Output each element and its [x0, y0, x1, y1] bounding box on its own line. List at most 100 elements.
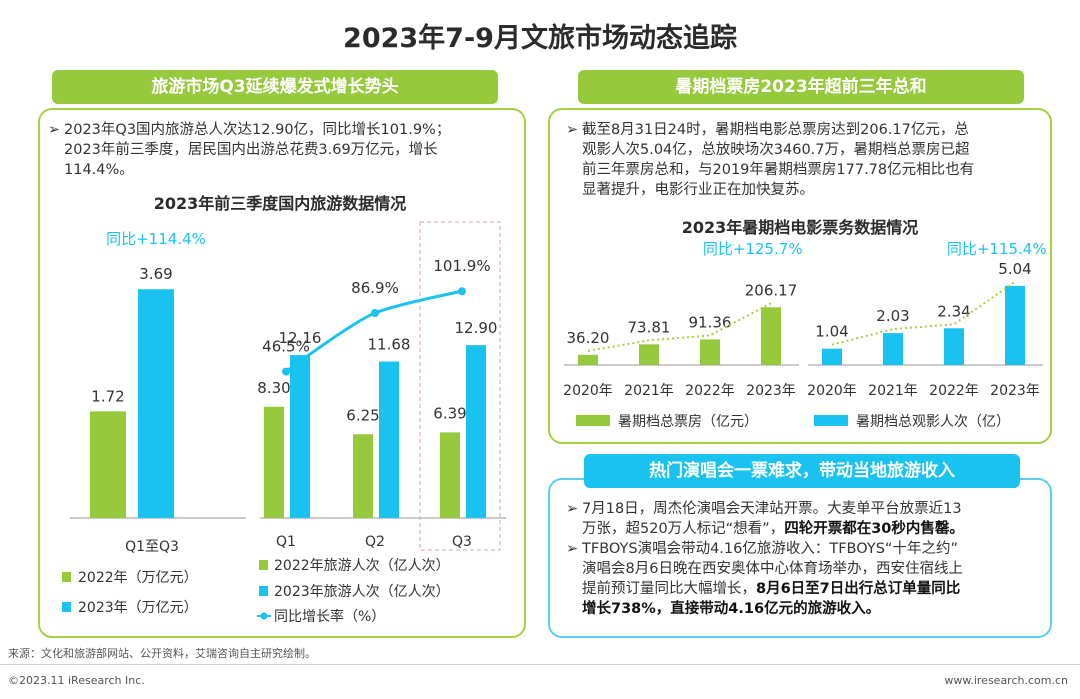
bullet-text: 万张，超520万人标记“想看”， — [582, 521, 785, 537]
bullet-text-line: 万张，超520万人标记“想看”，四轮开票都在30秒内售罄。 — [566, 519, 1042, 539]
left-banner: 旅游市场Q3延续爆发式增长势头 — [52, 70, 498, 104]
tick-label: 2021年 — [868, 383, 918, 399]
right-top-panel — [548, 108, 1052, 444]
tick-label: 2021年 — [624, 383, 674, 399]
bar-2023 — [138, 289, 174, 518]
growth-rate-point — [371, 308, 379, 317]
tick-label: 2020年 — [807, 383, 857, 399]
legend-label: 2022年旅游人次（亿人次） — [274, 558, 450, 574]
chart-trips: 8.30 12.16 Q1 6.25 11.68 Q2 6.39 12.90 Q3 46.5% 86… — [257, 221, 506, 625]
legend-label: 2023年（万亿元） — [78, 600, 198, 616]
bullet-text: 2023年Q3国内旅游总人次达12.90亿，同比增长101.9%； — [64, 122, 451, 138]
growth-rate-point — [282, 367, 290, 376]
bar — [578, 354, 598, 365]
left-bullet: ➢ 2023年Q3国内旅游总人次达12.90亿，同比增长101.9%； 2023年… — [48, 120, 518, 180]
tick-label: Q1至Q3 — [125, 539, 179, 555]
bar — [1005, 285, 1025, 365]
bullet-text: 7月18日，周杰伦演唱会天津站开票。大麦单平台放票近13 — [582, 501, 962, 517]
data-label: 73.81 — [628, 318, 671, 336]
right-top-banner: 暑期档票房2023年超前三年总和 — [578, 70, 1024, 104]
chart-total-spending: 1.72 3.69 同比+114.4% Q1至Q3 2022年（万亿元） 2023年（万亿… — [62, 230, 246, 616]
data-label: 91.36 — [689, 313, 732, 331]
bar — [883, 333, 903, 365]
legend-label: 2023年旅游人次（亿人次） — [274, 584, 450, 600]
bullet-text-line: 提前预订量同比大幅增长，8月6日至7日出行总订单量同比 — [566, 579, 1042, 599]
legend-swatch-viewers — [814, 415, 848, 426]
footer-url: www.iresearch.com.cn — [944, 674, 1068, 687]
bar — [944, 328, 964, 365]
legend-swatch-2022 — [62, 572, 71, 582]
bullet-text: 演唱会8月6日晚在西安奥体中心体育场举办，西安住宿线上 — [582, 561, 963, 577]
bullet-text: 观影人次5.04亿，总放映场次3460.7万，暑期档总票房已超 — [582, 142, 970, 158]
bullet-text-line: 增长738%，直接带动4.16亿元的旅游收入。 — [566, 599, 1042, 619]
data-label: 36.20 — [567, 329, 610, 347]
bullet-bold-text: 四轮开票都在30秒内售罄。 — [784, 521, 964, 537]
legend-label: 同比增长率（%） — [274, 608, 385, 625]
data-label: 1.04 — [815, 323, 848, 341]
data-label: 8.30 — [257, 379, 290, 397]
page-title: 2023年7-9月文旅市场动态追踪 — [343, 23, 737, 54]
bullet-bold-text: 增长738%，直接带动4.16亿元的旅游收入。 — [582, 601, 881, 617]
trend-line — [831, 281, 1016, 346]
annotation-yoy: 同比+114.4% — [106, 230, 206, 248]
bullet-arrow-icon: ➢ — [566, 122, 579, 138]
bullet-text: 提前预订量同比大幅增长， — [582, 581, 756, 597]
left-chart-title: 2023年前三季度国内旅游数据情况 — [153, 194, 407, 213]
legend-label: 2022年（万亿元） — [78, 570, 198, 586]
chart-box-office: 36.20 2020年 73.81 2021年 91.36 2022年 206.17 2023… — [563, 240, 802, 399]
right-bottom-banner: 热门演唱会一票难求，带动当地旅游收入 — [584, 454, 1020, 488]
data-label: 3.69 — [139, 265, 172, 283]
bullet-arrow-icon: ➢ — [48, 122, 61, 138]
data-label: 6.25 — [346, 406, 379, 424]
right-chart-title: 2023年暑期档电影票务数据情况 — [681, 218, 919, 237]
legend-label: 暑期档总观影人次（亿） — [856, 414, 1010, 430]
right-chart: 36.20 2020年 73.81 2021年 91.36 2022年 206.17 2023… — [563, 240, 1047, 430]
tick-label: 2022年 — [685, 383, 735, 399]
tick-label: 2022年 — [929, 383, 979, 399]
bullet-text: 114.4%。 — [64, 162, 134, 178]
tick-label: 2023年 — [990, 383, 1040, 399]
footer-source: 来源：文化和旅游部网站、公开资料，艾瑞咨询自主研究绘制。 — [8, 647, 316, 660]
bullet-text: 2023年前三季度，居民国内出游总花费3.69万亿元，增长 — [64, 142, 438, 158]
data-label: 206.17 — [745, 281, 798, 299]
legend-swatch-2023 — [62, 602, 71, 612]
legend-swatch-box-office — [576, 415, 610, 426]
legend-label: 暑期档总票房（亿元） — [618, 414, 758, 430]
right-bullet-2: ➢ 7月18日，周杰伦演唱会天津站开票。大麦单平台放票近13 万张，超520万人标… — [566, 499, 1042, 619]
legend-swatch-2023 — [259, 586, 268, 596]
growth-rate-label: 46.5% — [262, 338, 310, 356]
bar — [700, 339, 720, 365]
tick-label: 2020年 — [563, 383, 613, 399]
right-bottom-panel — [548, 478, 1052, 638]
bar-2023 — [379, 361, 399, 518]
bullet-arrow-icon: ➢ — [566, 501, 579, 517]
q3-highlight-box — [419, 221, 501, 551]
bar — [822, 348, 842, 365]
data-label: 11.68 — [368, 335, 411, 353]
trend-line — [587, 302, 772, 352]
bar-2022 — [353, 434, 373, 518]
bar-2023 — [290, 355, 310, 518]
bar-2022 — [440, 432, 460, 518]
bar-2022 — [264, 406, 284, 518]
tick-label: Q3 — [452, 534, 472, 550]
data-label: 1.72 — [91, 387, 124, 405]
annotation-yoy: 同比+125.7% — [703, 240, 803, 258]
bullet-text: 前三年票房总和，与2019年暑期档票房177.78亿元相比也有 — [582, 162, 975, 178]
annotation-yoy: 同比+115.4% — [947, 240, 1047, 258]
bar — [761, 307, 781, 365]
bullet-arrow-icon: ➢ — [566, 541, 579, 557]
right-bullet-1: ➢ 截至8月31日24时，暑期档电影总票房达到206.17亿元，总 观影人次5.0… — [566, 120, 1042, 200]
footer-divider — [0, 664, 1080, 665]
data-label: 5.04 — [998, 260, 1031, 278]
bar — [639, 344, 659, 365]
legend-swatch-2022 — [259, 560, 268, 570]
data-label: 12.16 — [279, 329, 322, 347]
growth-rate-label: 101.9% — [433, 257, 490, 275]
data-label: 6.39 — [433, 404, 466, 422]
left-chart: 1.72 3.69 同比+114.4% Q1至Q3 2022年（万亿元） 2023年（万亿… — [62, 221, 506, 625]
data-label: 2.03 — [876, 307, 909, 325]
right-chart-legend: 暑期档总票房（亿元） 暑期档总观影人次（亿） — [576, 414, 1010, 430]
tick-label: Q1 — [276, 534, 296, 550]
data-label: 12.90 — [455, 319, 498, 337]
